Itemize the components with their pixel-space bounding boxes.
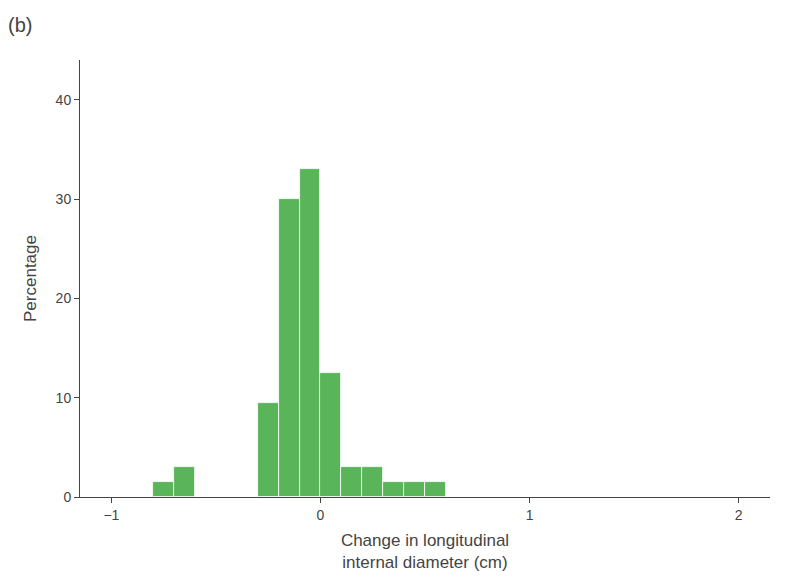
svg-text:(b): (b) bbox=[8, 14, 32, 36]
svg-text:2: 2 bbox=[735, 507, 743, 523]
svg-text:1: 1 bbox=[526, 507, 534, 523]
svg-text:−1: −1 bbox=[103, 507, 119, 523]
svg-text:0: 0 bbox=[63, 489, 71, 505]
svg-text:40: 40 bbox=[56, 92, 72, 108]
svg-text:30: 30 bbox=[56, 191, 72, 207]
svg-text:Change in longitudinalinternal: Change in longitudinalinternal diameter … bbox=[341, 531, 509, 572]
svg-text:0: 0 bbox=[317, 507, 325, 523]
svg-text:Percentage: Percentage bbox=[21, 235, 40, 322]
svg-text:20: 20 bbox=[56, 290, 72, 306]
svg-text:10: 10 bbox=[56, 390, 72, 406]
